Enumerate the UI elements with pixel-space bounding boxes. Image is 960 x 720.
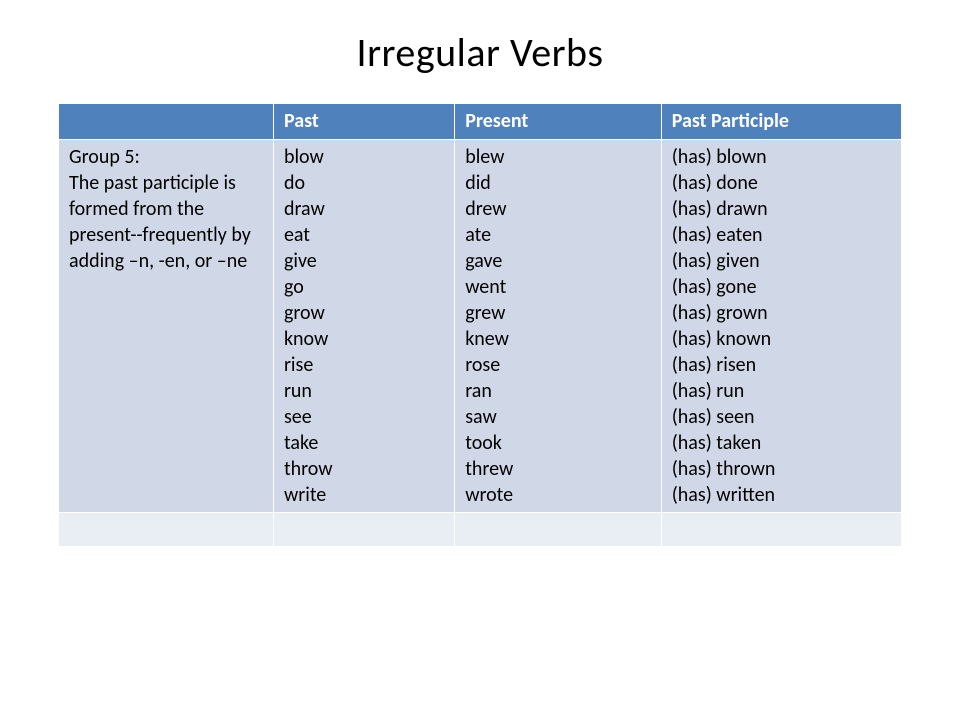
col-header-blank bbox=[59, 104, 274, 140]
cell-past: blow do draw eat give go grow know rise … bbox=[273, 140, 454, 513]
col-header-past: Past bbox=[273, 104, 454, 140]
cell-past-participle: (has) blown (has) done (has) drawn (has)… bbox=[661, 140, 901, 513]
table-header-row: Past Present Past Participle bbox=[59, 104, 902, 140]
cell-present: blew did drew ate gave went grew knew ro… bbox=[455, 140, 662, 513]
table-row-empty bbox=[59, 513, 902, 547]
empty-cell bbox=[455, 513, 662, 547]
cell-description: Group 5: The past participle is formed f… bbox=[59, 140, 274, 513]
empty-cell bbox=[273, 513, 454, 547]
empty-cell bbox=[661, 513, 901, 547]
col-header-present: Present bbox=[455, 104, 662, 140]
table-row: Group 5: The past participle is formed f… bbox=[59, 140, 902, 513]
irregular-verbs-table: Past Present Past Participle Group 5: Th… bbox=[58, 103, 902, 547]
empty-cell bbox=[59, 513, 274, 547]
slide-title: Irregular Verbs bbox=[58, 28, 902, 77]
col-header-past-participle: Past Participle bbox=[661, 104, 901, 140]
